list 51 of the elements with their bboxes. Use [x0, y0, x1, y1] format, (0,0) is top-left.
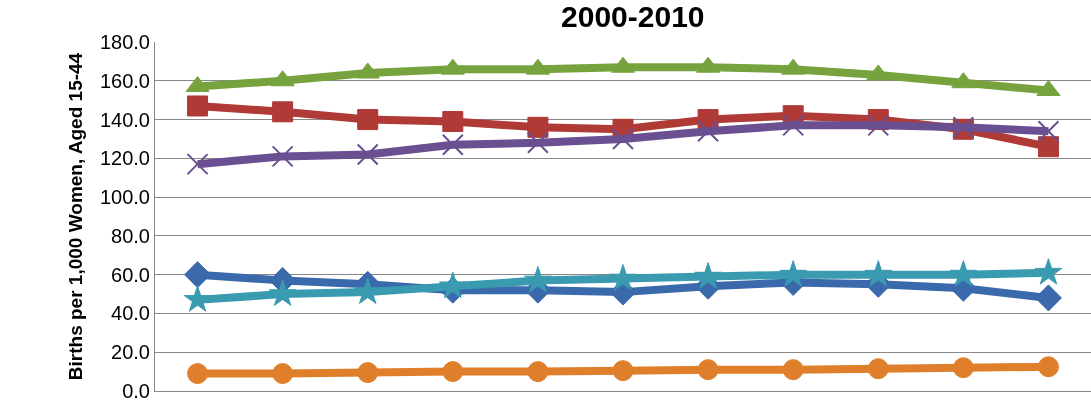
y-tick-label: 60.0 — [111, 263, 150, 286]
point — [271, 145, 294, 168]
y-tick-label: 160.0 — [99, 69, 150, 92]
point — [694, 262, 722, 289]
y-tick-label: 120.0 — [99, 147, 150, 170]
point — [272, 101, 294, 123]
point — [356, 143, 379, 166]
point — [949, 260, 978, 287]
point — [441, 133, 464, 156]
point — [187, 95, 209, 117]
y-tick-label: 100.0 — [99, 186, 150, 209]
point — [527, 116, 549, 138]
point — [527, 361, 549, 383]
point — [779, 260, 807, 287]
y-tick-label: 80.0 — [111, 224, 150, 247]
y-tick-label: 180.0 — [99, 31, 150, 53]
point — [1034, 258, 1063, 285]
y-axis-title: Births per 1,000 Women, Aged 15-44 — [64, 52, 86, 381]
point — [272, 363, 294, 385]
point — [697, 359, 719, 381]
point — [442, 361, 464, 383]
point — [524, 265, 552, 293]
y-tick-label: 140.0 — [99, 108, 150, 131]
point — [183, 285, 212, 312]
point — [697, 120, 720, 143]
point — [1037, 356, 1059, 378]
y-tick-label: 20.0 — [111, 341, 150, 364]
point — [612, 360, 634, 382]
point — [439, 271, 467, 299]
point — [612, 127, 634, 150]
point — [782, 359, 804, 381]
point — [952, 357, 974, 379]
point — [526, 131, 549, 154]
chart-title: 2000-2010 — [561, 0, 705, 34]
point — [442, 110, 464, 132]
point — [867, 114, 890, 137]
point — [186, 153, 209, 176]
point — [187, 363, 209, 385]
point — [609, 264, 637, 291]
point — [357, 109, 379, 131]
y-tick-label: 0.0 — [122, 380, 150, 402]
point — [864, 260, 893, 287]
point — [1034, 284, 1062, 312]
point — [357, 362, 379, 384]
point — [353, 277, 382, 304]
point — [268, 279, 297, 306]
point — [867, 358, 889, 380]
point — [782, 114, 805, 137]
point — [1037, 120, 1060, 143]
y-tick-label: 40.0 — [111, 302, 150, 325]
point — [1037, 136, 1059, 158]
